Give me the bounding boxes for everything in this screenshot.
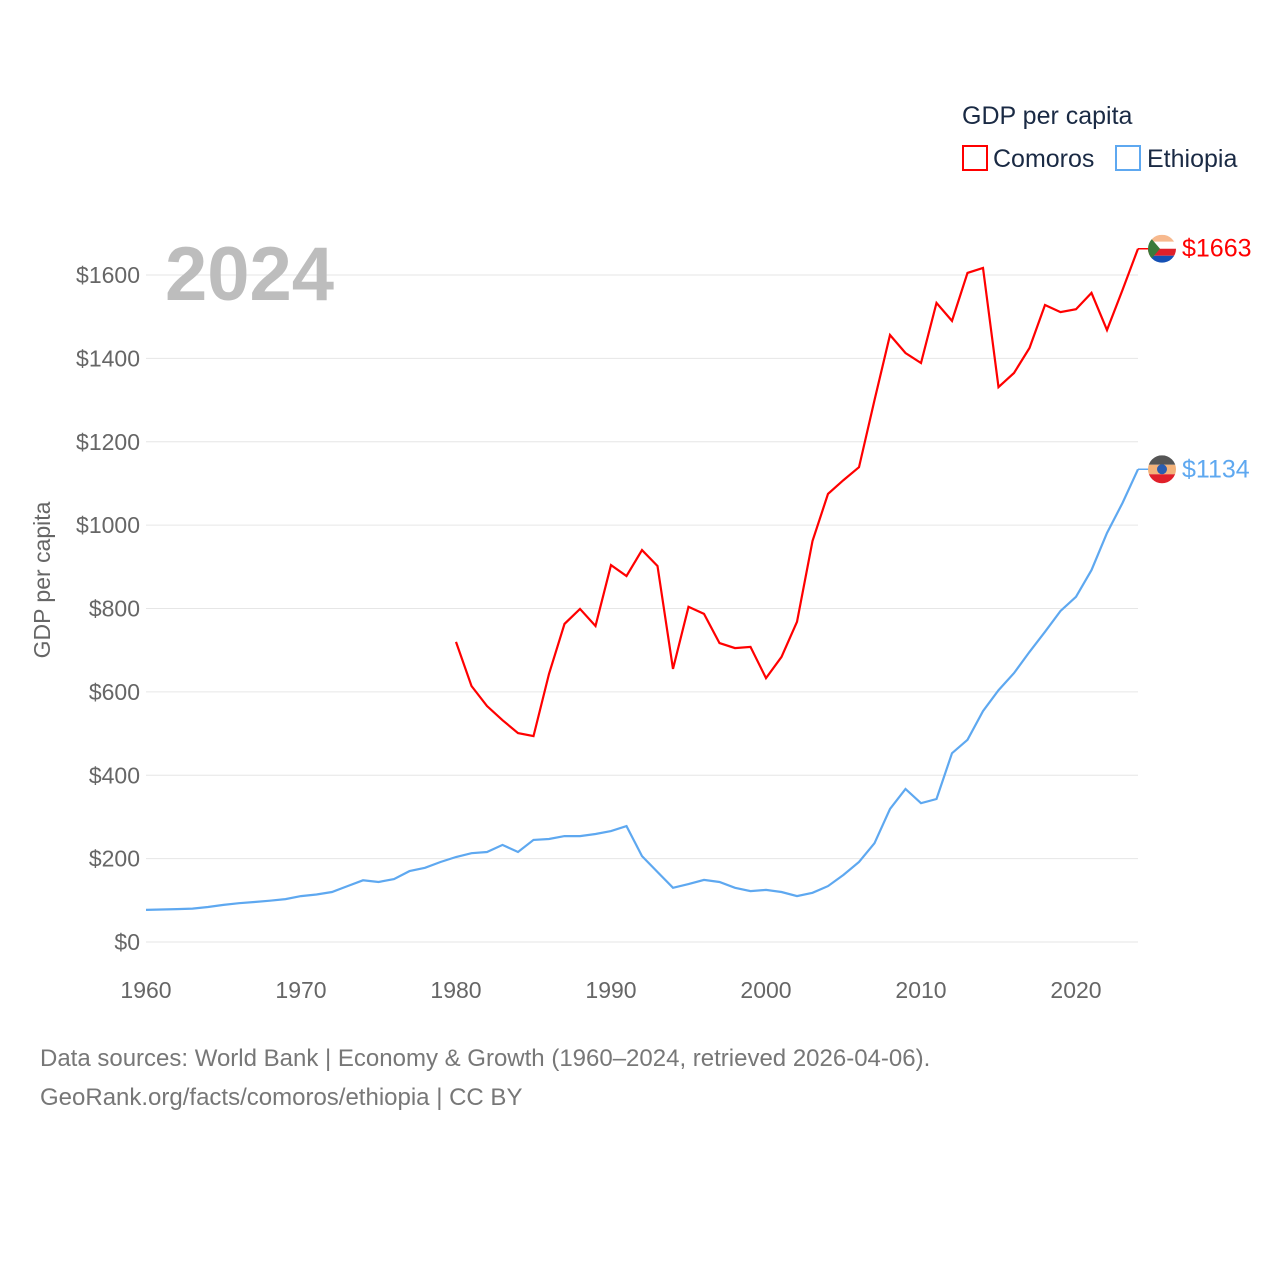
y-tick-label: $1000	[76, 512, 140, 538]
x-tick-label: 2010	[895, 977, 946, 1003]
x-tick-label: 1970	[275, 977, 326, 1003]
legend-title: GDP per capita	[962, 102, 1133, 130]
y-tick-label: $1400	[76, 345, 140, 371]
flag-icon-ethiopia	[1148, 455, 1176, 484]
legend-swatch-ethiopia[interactable]	[1115, 145, 1141, 171]
x-tick-label: 2000	[740, 977, 791, 1003]
y-tick-label: $1600	[76, 262, 140, 288]
footer-source: Data sources: World Bank | Economy & Gro…	[40, 1045, 931, 1072]
year-watermark: 2024	[165, 232, 334, 317]
x-tick-label: 1990	[585, 977, 636, 1003]
flag-icon-comoros	[1148, 234, 1176, 263]
y-tick-label: $800	[89, 596, 140, 622]
y-tick-label: $600	[89, 679, 140, 705]
legend-label-ethiopia[interactable]: Ethiopia	[1147, 145, 1237, 173]
footer-link: GeoRank.org/facts/comoros/ethiopia | CC …	[40, 1084, 523, 1111]
series-line-comoros[interactable]	[454, 248, 1140, 738]
x-tick-label: 1980	[430, 977, 481, 1003]
end-value-label-ethiopia: $1134	[1182, 455, 1250, 483]
y-tick-label: $1200	[76, 429, 140, 455]
x-tick-label: 2020	[1050, 977, 1101, 1003]
y-axis-label: GDP per capita	[29, 501, 55, 658]
x-tick-label: 1960	[120, 977, 171, 1003]
legend-label-comoros[interactable]: Comoros	[993, 145, 1094, 173]
end-value-label-comoros: $1663	[1182, 235, 1252, 263]
y-tick-label: $400	[89, 762, 140, 788]
series-line-ethiopia[interactable]	[145, 468, 1139, 911]
y-tick-label: $200	[89, 846, 140, 872]
y-tick-label: $0	[114, 929, 140, 955]
legend-swatch-comoros[interactable]	[962, 145, 988, 171]
